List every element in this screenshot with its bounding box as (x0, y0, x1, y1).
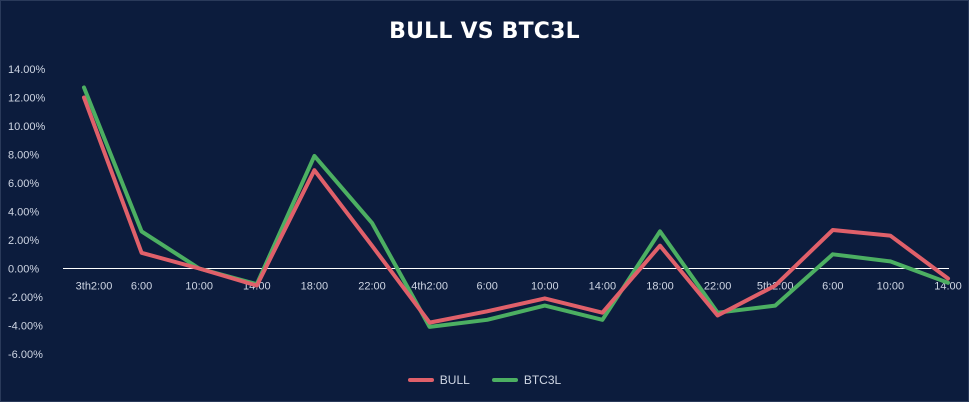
chart-legend: BULL BTC3L (1, 373, 968, 387)
x-tick-label: 10:00 (531, 281, 559, 293)
x-tick-label: 6:00 (822, 281, 843, 293)
x-tick-label: 6:00 (476, 281, 497, 293)
y-tick-label: -6.00% (8, 349, 43, 361)
y-tick-label: 8.00% (8, 150, 39, 162)
series-line-bull (82, 95, 950, 325)
legend-swatch-btc3l (491, 378, 518, 382)
x-tick-label: 3th2:00 (76, 281, 113, 293)
x-tick-label: 14:00 (934, 281, 962, 293)
x-tick-label: 14:00 (589, 281, 617, 293)
x-tick-label: 10:00 (185, 281, 213, 293)
legend-swatch-bull (407, 378, 434, 382)
x-tick-label: 6:00 (131, 281, 152, 293)
y-tick-label: 14.00% (8, 64, 46, 76)
legend-label-bull: BULL (439, 373, 470, 387)
y-tick-label: 2.00% (8, 235, 39, 247)
y-tick-label: 10.00% (8, 121, 46, 133)
x-tick-label: 18:00 (301, 281, 329, 293)
y-tick-label: 12.00% (8, 93, 46, 105)
x-tick-label: 18:00 (646, 281, 674, 293)
y-tick-label: 4.00% (8, 207, 39, 219)
x-tick-label: 22:00 (704, 281, 732, 293)
legend-item-bull: BULL (407, 373, 470, 387)
series-line-btc3l (82, 85, 950, 329)
y-tick-label: -2.00% (8, 292, 43, 304)
legend-label-btc3l: BTC3L (523, 373, 562, 387)
y-tick-label: 6.00% (8, 178, 39, 190)
chart-title: BULL VS BTC3L (389, 19, 580, 44)
y-tick-label: -4.00% (8, 321, 43, 333)
legend-item-btc3l: BTC3L (491, 373, 562, 387)
x-tick-label: 4th2:00 (411, 281, 448, 293)
x-tick-label: 10:00 (877, 281, 905, 293)
x-tick-label: 22:00 (358, 281, 386, 293)
y-tick-label: 0.00% (8, 264, 39, 276)
